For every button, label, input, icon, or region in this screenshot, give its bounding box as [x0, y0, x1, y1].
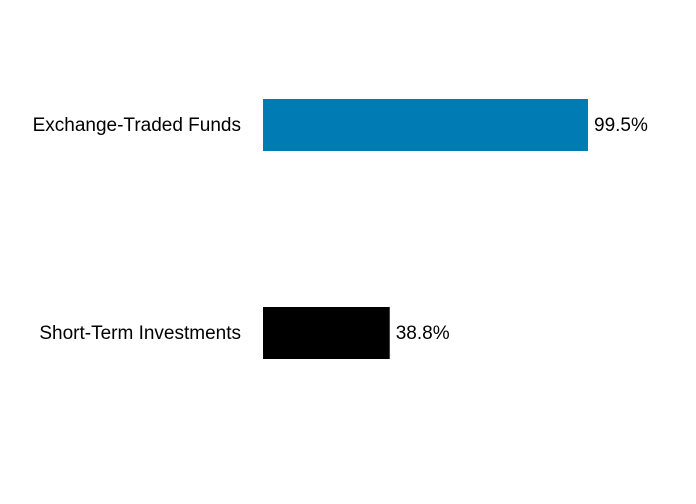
- category-label: Exchange-Traded Funds: [33, 115, 241, 136]
- value-label: 38.8%: [396, 323, 450, 344]
- bar: [263, 307, 390, 359]
- value-label: 99.5%: [594, 115, 648, 136]
- category-label: Short-Term Investments: [39, 323, 241, 344]
- bar: [263, 99, 588, 151]
